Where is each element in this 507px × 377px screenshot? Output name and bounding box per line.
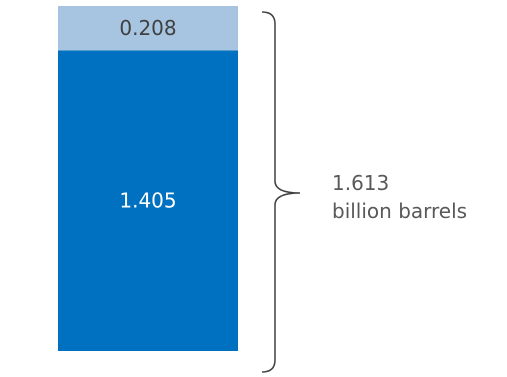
bar-data-labels: 1.405 0.208	[119, 16, 176, 213]
total-brace	[261, 11, 301, 373]
bar-data-label-1: 1.405	[119, 189, 176, 213]
bar-segments	[58, 6, 238, 352]
bar-data-label-2: 0.208	[119, 16, 176, 40]
bar-segment-1	[58, 50, 238, 352]
total-value-label: 1.613	[332, 171, 389, 195]
bar-segment-2	[58, 6, 238, 51]
total-unit-label: billion barrels	[332, 199, 467, 223]
